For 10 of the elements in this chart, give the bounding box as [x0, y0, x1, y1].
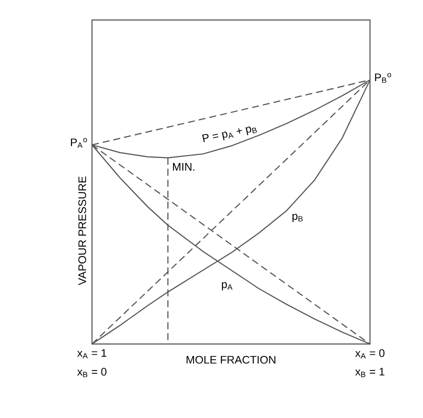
- text: x$_{A}$ = 1: [77, 349, 106, 358]
- text: x$_{A}$ = 0: [355, 349, 384, 359]
- x-tick-label: x$_{B}$ = 0: [77, 368, 106, 378]
- annotation: MIN.: [172, 163, 194, 171]
- annotation: p$_{A}$: [222, 282, 232, 290]
- annotation: P = p$_{A}$ + p$_{B}$: [202, 126, 257, 142]
- x-axis-title: MOLE FRACTION: [186, 356, 276, 364]
- x-tick-label: x$_{B}$ = 1: [355, 368, 384, 378]
- y-axis-title: VAPOUR PRESSURE: [78, 176, 86, 286]
- annotation: p$_{B}$: [292, 214, 303, 222]
